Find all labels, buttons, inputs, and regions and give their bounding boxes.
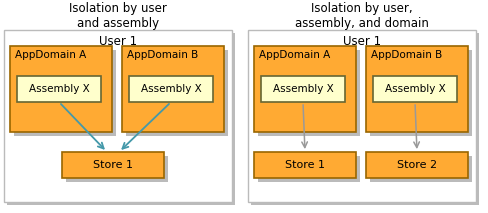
- Text: User 1: User 1: [343, 35, 381, 48]
- Text: User 1: User 1: [99, 35, 137, 48]
- Bar: [373, 76, 457, 102]
- Bar: [126, 50, 228, 136]
- Text: Isolation by user
and assembly: Isolation by user and assembly: [69, 2, 167, 30]
- Bar: [251, 33, 479, 205]
- Bar: [129, 76, 213, 102]
- Bar: [4, 30, 232, 202]
- Bar: [7, 33, 235, 205]
- Bar: [366, 46, 468, 132]
- Bar: [258, 50, 360, 136]
- Text: Assembly X: Assembly X: [141, 84, 202, 94]
- Text: AppDomain B: AppDomain B: [127, 50, 198, 60]
- Text: Assembly X: Assembly X: [29, 84, 89, 94]
- Text: Isolation by user,
assembly, and domain: Isolation by user, assembly, and domain: [295, 2, 429, 30]
- Text: Assembly X: Assembly X: [385, 84, 446, 94]
- Bar: [254, 152, 356, 178]
- Bar: [254, 46, 356, 132]
- Bar: [370, 50, 472, 136]
- Bar: [366, 152, 468, 178]
- Bar: [248, 30, 476, 202]
- Text: AppDomain B: AppDomain B: [371, 50, 442, 60]
- Text: Store 2: Store 2: [397, 160, 437, 170]
- Bar: [10, 46, 112, 132]
- Bar: [14, 50, 116, 136]
- Bar: [261, 76, 345, 102]
- Bar: [17, 76, 101, 102]
- Text: AppDomain A: AppDomain A: [259, 50, 330, 60]
- Text: AppDomain A: AppDomain A: [15, 50, 86, 60]
- Bar: [66, 156, 168, 182]
- Bar: [62, 152, 164, 178]
- Text: Store 1: Store 1: [93, 160, 133, 170]
- Bar: [370, 156, 472, 182]
- Text: Assembly X: Assembly X: [273, 84, 333, 94]
- Text: Store 1: Store 1: [285, 160, 325, 170]
- Bar: [122, 46, 224, 132]
- Bar: [258, 156, 360, 182]
